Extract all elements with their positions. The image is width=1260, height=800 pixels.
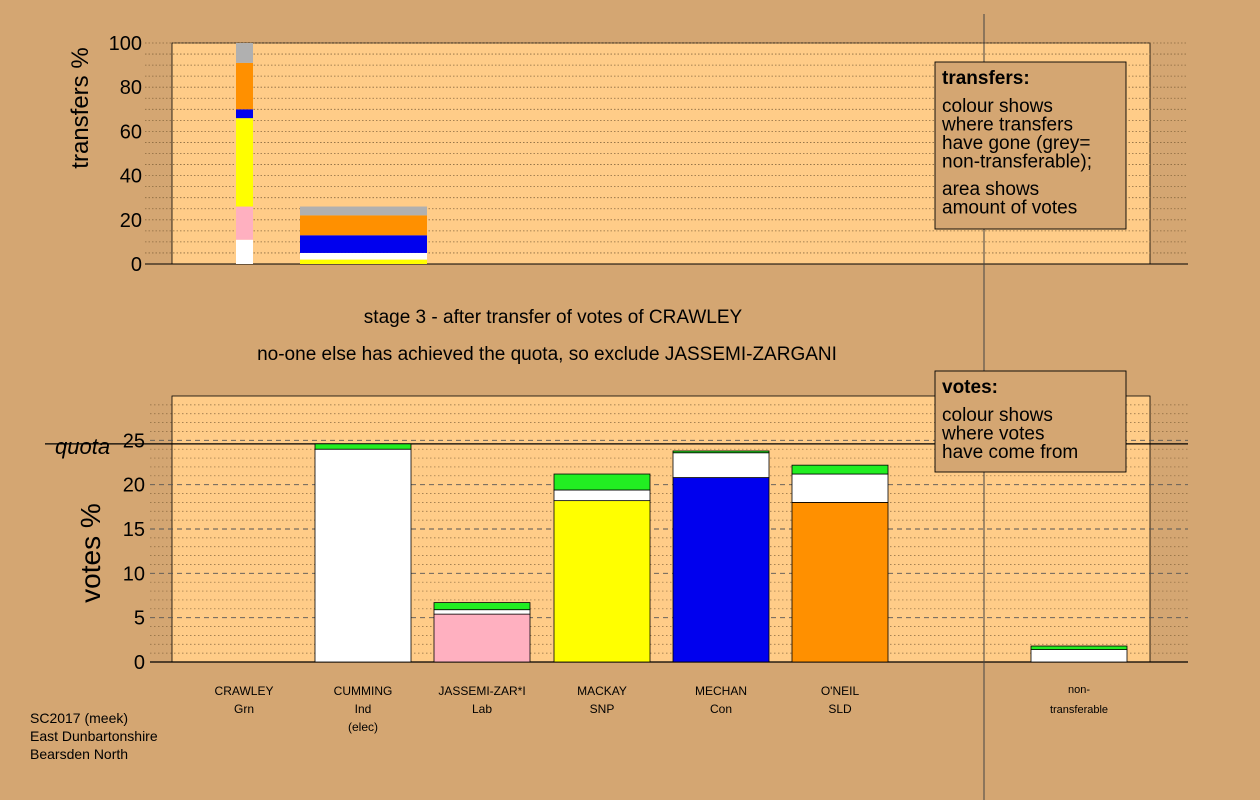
votes-segment-white [672,452,770,478]
legend-line: colour shows [942,96,1053,117]
candidate-party: SNP [590,702,615,716]
votes-y-tick-label: 15 [123,519,145,541]
votes-segment-green [672,450,770,454]
candidate-party: Grn [234,702,254,716]
candidate-name: MECHAN [695,684,747,698]
legend-line: area shows [942,179,1039,200]
footer-line-1: SC2017 (meek) [30,710,128,726]
votes-y-tick-label: 5 [134,608,145,630]
transfers-segment-white [236,239,253,264]
transfers-segment-yellow [236,118,253,207]
transfers-segment-orange [236,62,253,110]
votes-bars: CRAWLEY Grn CUMMING Ind (elec) JASSEMI-ZAR*I L… [215,443,1128,734]
votes-bar-o-neil [791,464,889,663]
transfers-y-axis-label: transfers % [67,47,94,168]
legend-line: have gone (grey= [942,133,1090,154]
votes-segment-white [433,609,531,615]
legend-line: have come from [942,442,1078,463]
nontransferable-label-1: non- [1068,684,1090,696]
votes-segment-green [1030,645,1128,650]
transfers-y-tick-label: 0 [131,254,142,276]
transfers-bar [300,206,427,264]
transfers-segment-grey [300,206,427,216]
transfers-segment-white [300,252,427,260]
transfers-segment-pink [236,206,253,240]
votes-y-tick-label: 25 [123,430,145,452]
transfers-y-tick-label: 60 [120,121,142,143]
transfers-y-tick-label: 80 [120,77,142,99]
votes-segment-white [314,448,412,663]
votes-y-tick-label: 10 [123,563,145,585]
votes-segment-orange [791,501,889,663]
candidate-party: Ind [355,702,372,716]
votes-segment-green [791,464,889,475]
candidate-name: O'NEIL [821,684,860,698]
votes-segment-green [314,443,412,450]
transfers-y-tick-label: 100 [109,33,142,55]
votes-segment-yellow [553,500,651,663]
votes-y-tick-label: 0 [134,652,145,674]
candidate-party: Lab [472,702,492,716]
transfers-segment-orange [300,215,427,236]
nontransferable-label-2: transferable [1050,704,1108,716]
transfers-y-tick-label: 40 [120,166,142,188]
candidate-note: (elec) [348,720,378,734]
exclusion-caption: no-one else has achieved the quota, so e… [257,344,837,365]
votes-y-tick-label: 20 [123,475,145,497]
votes-segment-green [433,602,531,611]
candidate-name: CRAWLEY [215,684,274,698]
candidate-party: Con [710,702,732,716]
transfers-segment-blue [236,109,253,119]
votes-segment-blue [672,477,770,663]
legend-line: where transfers [941,115,1073,136]
footer-line-2: East Dunbartonshire [30,728,158,744]
transfers-y-tick-label: 20 [120,210,142,232]
candidate-name: MACKAY [577,684,627,698]
votes-segment-green [553,473,651,491]
transfers-bar [236,43,253,264]
legend-box [934,370,1127,473]
transfers-segment-grey [236,43,253,63]
votes-bar-mackay [553,473,651,663]
votes-bar-mechan [672,450,770,663]
candidate-name: JASSEMI-ZAR*I [438,684,525,698]
legend-title: votes: [942,377,998,398]
votes-segment-white [1030,649,1128,663]
legend-box [934,61,1127,230]
footer-line-3: Bearsden North [30,746,128,762]
votes-y-axis-label: votes % [75,503,106,603]
legend-title: transfers: [942,68,1030,89]
votes-segment-pink [433,613,531,663]
votes-bar-jassemi-zar-i [433,602,531,663]
legend-line: amount of votes [942,198,1077,219]
chart-text: transfers % votes % stage 3 - after tran… [30,47,837,762]
quota-label: quota [55,434,110,459]
transfers-bars [236,43,427,264]
legend-line: non-transferable); [942,152,1092,173]
transfers-segment-yellow [300,259,427,264]
candidate-name: CUMMING [334,684,393,698]
legend-line: where votes [941,424,1044,445]
transfers-segment-blue [300,235,427,253]
legend-line: colour shows [942,405,1053,426]
votes-bar-cumming [314,443,412,663]
votes-bar-nontransferable [1030,645,1128,663]
stage-caption: stage 3 - after transfer of votes of CRA… [364,307,743,328]
votes-segment-white [553,489,651,502]
votes-segment-white [791,473,889,503]
candidate-party: SLD [828,702,852,716]
